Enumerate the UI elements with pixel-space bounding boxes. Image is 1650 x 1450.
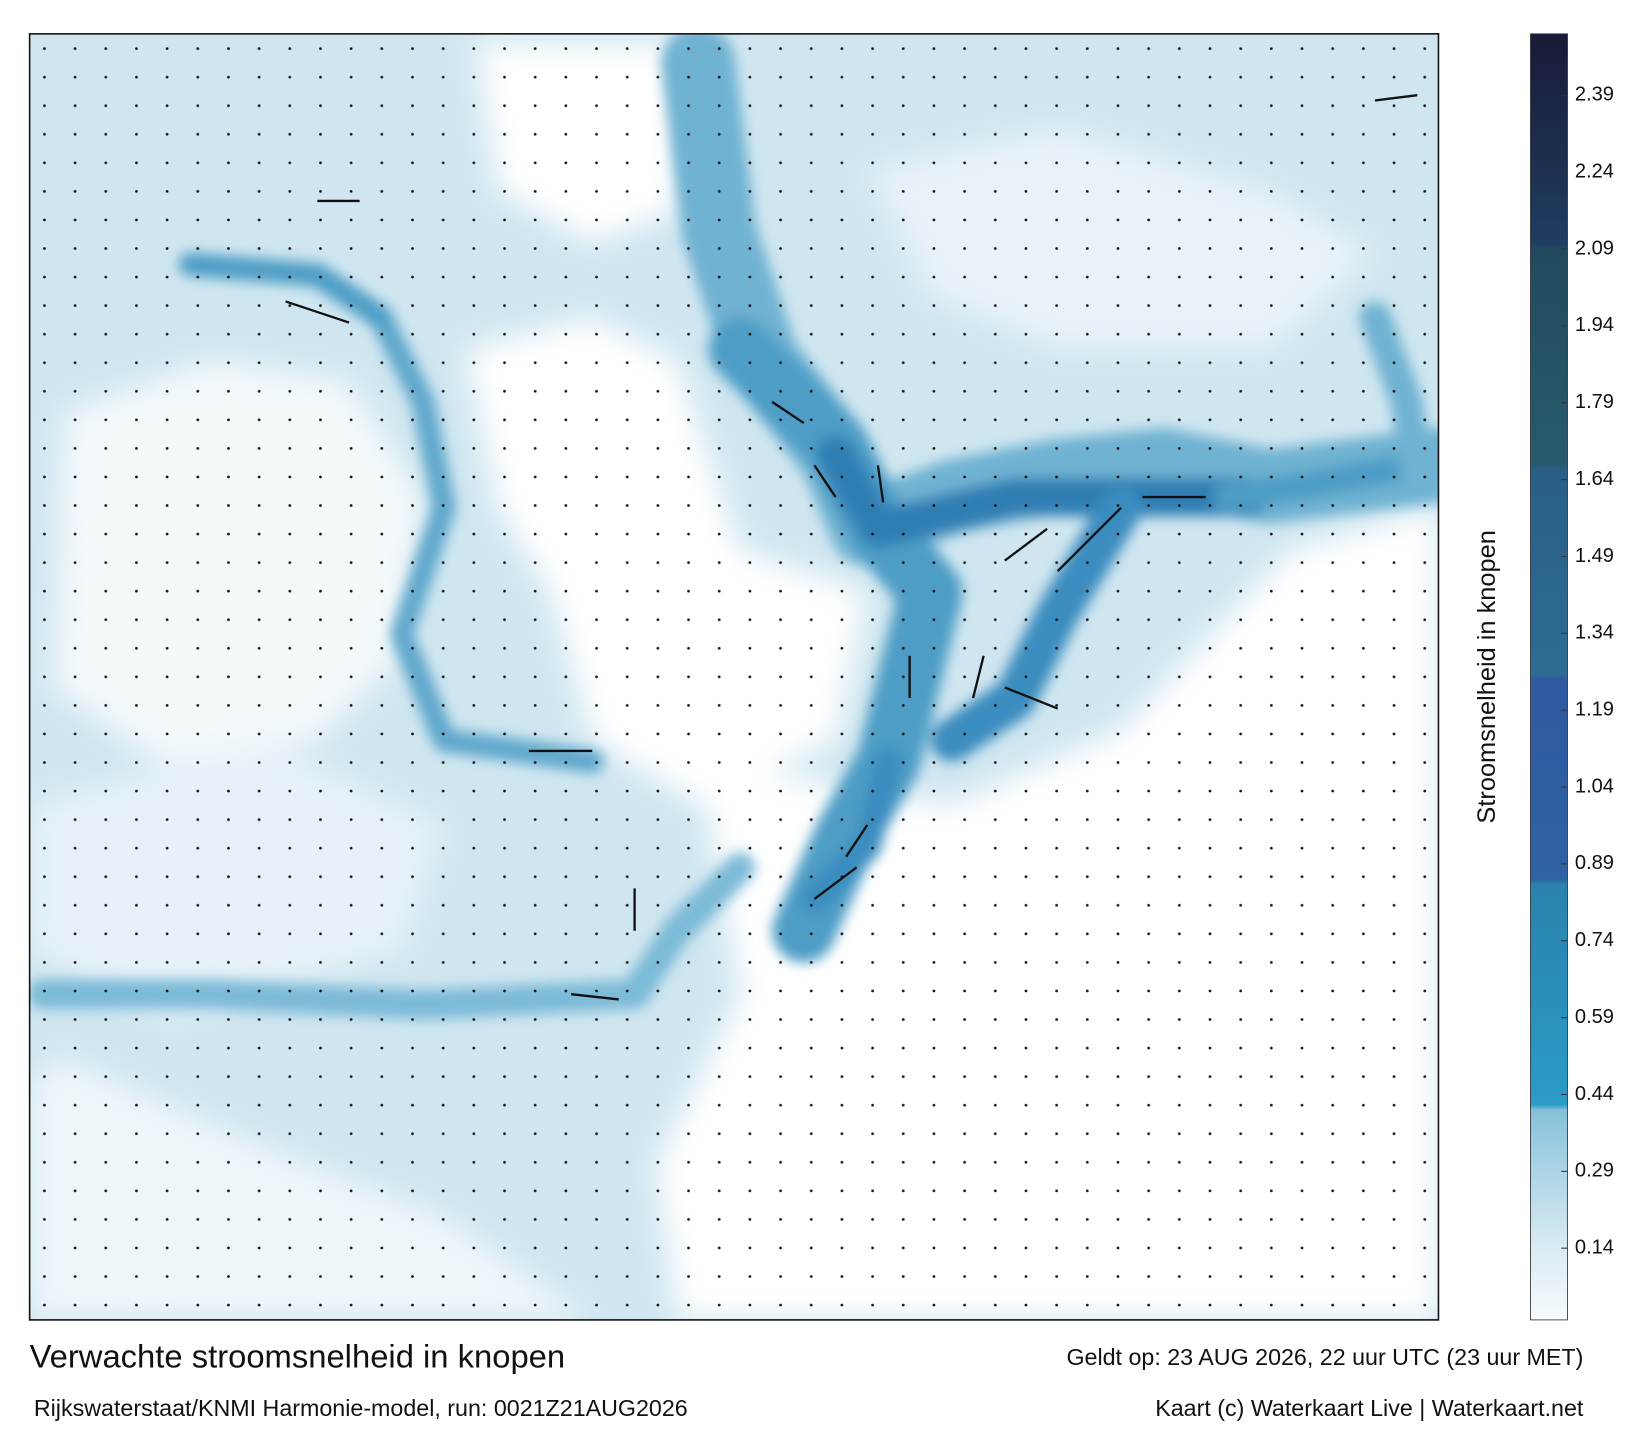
colorbar-tick-label: 0.44 xyxy=(1575,1083,1614,1105)
colorbar-tick-label: 2.39 xyxy=(1575,84,1614,106)
colorbar-tick-label: 2.09 xyxy=(1575,237,1614,259)
colorbar-tick-label: 1.64 xyxy=(1575,468,1614,490)
colorbar xyxy=(1530,33,1568,1321)
colorbar-tick-label: 2.24 xyxy=(1575,160,1614,182)
colorbar-tick-label: 1.79 xyxy=(1575,391,1614,413)
model-info: Rijkswaterstaat/KNMI Harmonie-model, run… xyxy=(34,1395,688,1421)
arrows xyxy=(285,94,1418,1001)
map-frame xyxy=(28,33,1440,1321)
colorbar-tick-label: 0.89 xyxy=(1575,852,1614,874)
colorbar-tick-label: 1.49 xyxy=(1575,545,1614,567)
colorbar-label: Stroomsnelheid in knopen xyxy=(1473,530,1501,823)
credit: Kaart (c) Waterkaart Live | Waterkaart.n… xyxy=(1155,1395,1584,1421)
colorbar-tick-label: 0.74 xyxy=(1575,929,1614,951)
colorbar-tick-label: 1.94 xyxy=(1575,314,1614,336)
colorbar-tick-label: 0.29 xyxy=(1575,1160,1614,1182)
colorbar-tick-label: 1.19 xyxy=(1575,698,1614,720)
colorbar-tick-label: 0.59 xyxy=(1575,1006,1614,1028)
valid-time: Geldt op: 23 AUG 2026, 22 uur UTC (23 uu… xyxy=(1066,1344,1583,1370)
grid-dots xyxy=(29,33,1439,1320)
map-title: Verwachte stroomsnelheid in knopen xyxy=(30,1338,566,1375)
colorbar-tick-label: 1.04 xyxy=(1575,775,1614,797)
map-area xyxy=(29,33,1439,1320)
colorbar-tick-label: 0.14 xyxy=(1575,1236,1614,1258)
colorbar-tick-label: 1.34 xyxy=(1575,622,1614,644)
